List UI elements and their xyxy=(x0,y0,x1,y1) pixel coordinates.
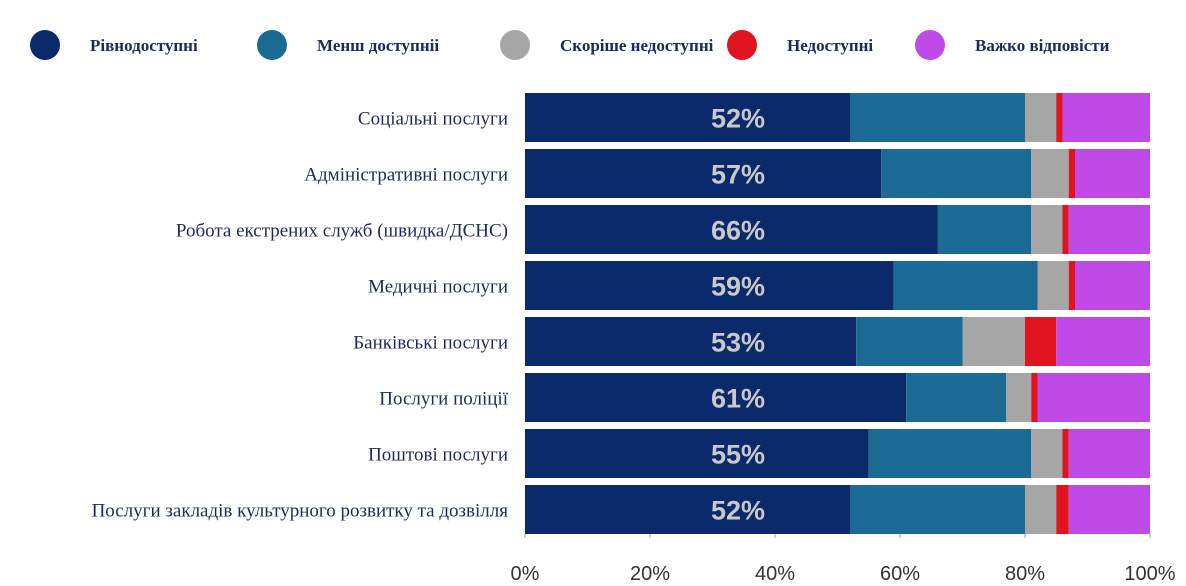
bar-segment xyxy=(850,93,1025,142)
x-tick-label: 0% xyxy=(511,563,540,585)
bar-segment xyxy=(525,373,907,422)
bar-segment xyxy=(850,485,1025,534)
bar-segment xyxy=(525,429,869,478)
x-tick-label: 100% xyxy=(1124,563,1175,585)
category-label: Послуги закладів культурного розвитку та… xyxy=(92,501,509,522)
bar-segment xyxy=(1031,205,1063,254)
bar-segment xyxy=(962,317,1025,366)
category-label: Робота екстрених служб (швидка/ДСНС) xyxy=(176,221,508,242)
bar-segment xyxy=(1037,261,1069,310)
bar-segment xyxy=(1031,149,1069,198)
bar-segment xyxy=(525,317,857,366)
data-label: 66% xyxy=(711,216,765,246)
bar-segment xyxy=(1037,373,1150,422)
bar-segment xyxy=(881,149,1032,198)
legend-swatch xyxy=(500,30,530,60)
x-tick-label: 40% xyxy=(755,563,795,585)
bar-segment xyxy=(1075,261,1150,310)
bar-segment xyxy=(1025,317,1057,366)
bar-segment xyxy=(1062,93,1150,142)
category-label: Адміністративні послуги xyxy=(304,165,508,186)
data-label: 52% xyxy=(711,104,765,134)
data-label: 61% xyxy=(711,384,765,414)
bar-segment xyxy=(1006,373,1032,422)
legend-swatch xyxy=(915,30,945,60)
legend-swatch xyxy=(257,30,287,60)
bar-segment xyxy=(525,261,894,310)
bar-segment xyxy=(868,429,1032,478)
bar-segment xyxy=(893,261,1038,310)
category-label: Медичні послуги xyxy=(368,277,508,298)
bar-segment xyxy=(937,205,1032,254)
category-label: Поштові послуги xyxy=(368,445,508,466)
x-tick-label: 20% xyxy=(630,563,670,585)
bar-segment xyxy=(525,93,850,142)
category-label: Послуги поліції xyxy=(379,389,508,410)
bar-segment xyxy=(1068,429,1150,478)
legend-swatch xyxy=(30,30,60,60)
data-label: 55% xyxy=(711,440,765,470)
bar-segment xyxy=(906,373,1007,422)
legend-label: Скоріше недоступні xyxy=(560,36,714,55)
data-label: 59% xyxy=(711,272,765,302)
category-label: Соціальні послуги xyxy=(358,109,508,130)
bar-segment xyxy=(1056,93,1063,142)
bar-segment xyxy=(1075,149,1150,198)
bar-segment xyxy=(525,149,882,198)
bar-segment xyxy=(1025,485,1057,534)
data-label: 53% xyxy=(711,328,765,358)
legend-label: Недоступні xyxy=(787,36,873,55)
bar-segment xyxy=(1068,149,1075,198)
data-label: 52% xyxy=(711,496,765,526)
bar-segment xyxy=(525,485,850,534)
data-label: 57% xyxy=(711,160,765,190)
bar-segment xyxy=(1068,261,1075,310)
legend-label: Менш доступніі xyxy=(317,36,439,55)
bar-segment xyxy=(1056,317,1150,366)
bar-segment xyxy=(1031,429,1063,478)
legend-label: Рівнодоступні xyxy=(90,36,198,55)
legend-swatch xyxy=(727,30,757,60)
bar-segment xyxy=(1068,485,1150,534)
bar-segment xyxy=(1062,205,1069,254)
category-label: Банківські послуги xyxy=(353,333,508,354)
bar-segment xyxy=(856,317,963,366)
bar-segment xyxy=(525,205,938,254)
x-tick-label: 60% xyxy=(880,563,920,585)
bar-segment xyxy=(1068,205,1150,254)
bar-segment xyxy=(1031,373,1038,422)
bar-segment xyxy=(1056,485,1069,534)
bar-segment xyxy=(1025,93,1057,142)
bar-segment xyxy=(1062,429,1069,478)
legend-label: Важко відповісти xyxy=(975,36,1110,55)
x-tick-label: 80% xyxy=(1005,563,1045,585)
